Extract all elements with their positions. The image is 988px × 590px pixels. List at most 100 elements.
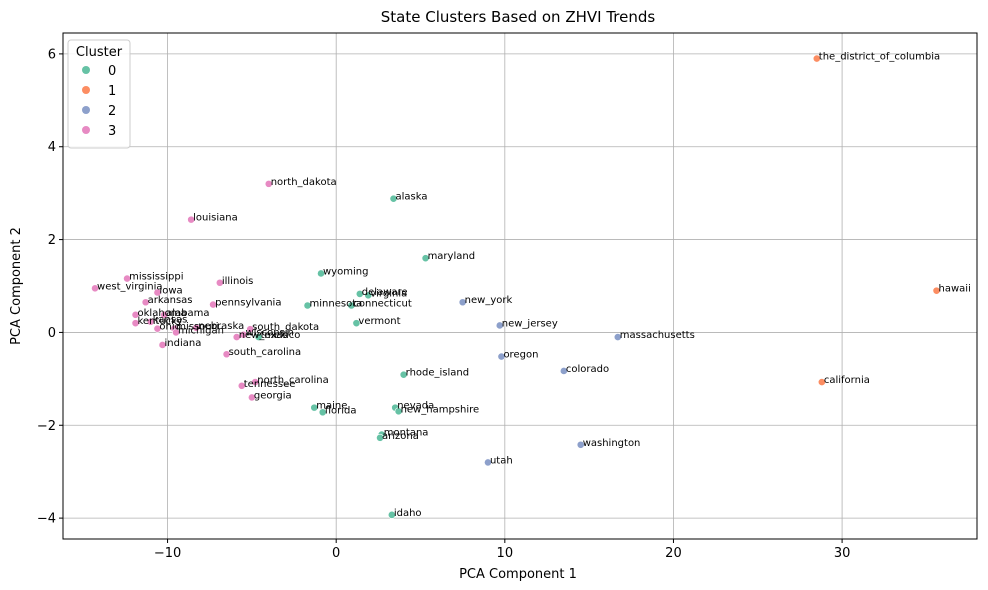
point-label-alaska: alaska	[396, 192, 428, 203]
data-point-virginia	[364, 291, 373, 300]
point-label-new_york: new_york	[465, 295, 513, 306]
legend-label-cluster-3: 3	[108, 124, 116, 139]
point-label-connecticut: connecticut	[353, 298, 411, 309]
data-point-north_carolina	[251, 378, 260, 386]
data-point-rhode_island	[399, 370, 408, 379]
data-point-illinois	[215, 278, 224, 287]
data-point-arkansas	[141, 298, 150, 307]
point-label-utah: utah	[490, 455, 513, 466]
data-point-georgia	[247, 393, 256, 402]
y-tick-label: −2	[37, 419, 56, 434]
point-label-maine: maine	[316, 401, 347, 412]
data-point-mississippi	[123, 274, 131, 283]
point-label-wyoming: wyoming	[323, 266, 368, 277]
point-label-texas: texas	[261, 330, 288, 341]
point-label-idaho: idaho	[394, 508, 422, 519]
y-tick-label: 2	[48, 233, 56, 248]
point-label-north_carolina: north_carolina	[257, 375, 328, 386]
point-label-michigan: michigan	[178, 325, 224, 336]
data-point-oklahoma	[131, 310, 140, 319]
data-point-nebraska	[192, 323, 201, 332]
data-point-texas	[254, 333, 263, 341]
legend-marker-cluster-1	[82, 86, 90, 94]
y-axis-label: PCA Component 2	[9, 227, 24, 345]
point-label-kentucky: kentucky	[138, 316, 183, 327]
data-points	[91, 54, 941, 519]
data-point-alaska	[389, 194, 398, 203]
data-point-the_district_of_columbia	[812, 54, 821, 63]
point-label-vermont: vermont	[358, 316, 400, 327]
data-point-indiana	[158, 341, 167, 349]
data-point-florida	[318, 408, 327, 417]
point-label-new_hampshire: new_hampshire	[401, 404, 480, 415]
legend-title: Cluster	[76, 45, 123, 60]
data-point-alabama	[160, 310, 169, 319]
data-point-pennsylvania	[209, 300, 217, 309]
data-point-kentucky	[131, 319, 140, 328]
point-label-alabama: alabama	[166, 308, 209, 319]
plot-frame	[62, 32, 978, 540]
point-label-mississippi: mississippi	[129, 272, 183, 283]
data-point-massachusetts	[613, 333, 622, 341]
data-point-north_dakota	[264, 179, 273, 188]
point-label-rhode_island: rhode_island	[406, 368, 469, 379]
point-label-montana: montana	[384, 428, 429, 439]
point-label-oregon: oregon	[503, 350, 538, 361]
point-label-arizona: arizona	[382, 431, 419, 442]
point-label-kansas: kansas	[153, 315, 188, 326]
data-point-south_carolina	[222, 350, 231, 359]
data-point-minnesota	[303, 301, 312, 310]
legend-entries: 0 1 2 3	[82, 64, 116, 139]
point-label-pennsylvania: pennsylvania	[215, 298, 281, 309]
data-point-south_dakota	[246, 325, 255, 334]
point-label-florida: florida	[325, 405, 357, 416]
data-point-new_jersey	[495, 321, 504, 330]
y-tick-label: 4	[48, 140, 56, 155]
legend-label-cluster-1: 1	[108, 84, 116, 99]
point-label-oklahoma: oklahoma	[138, 308, 187, 319]
data-point-iowa	[153, 288, 162, 297]
x-axis-label: PCA Component 1	[459, 567, 577, 582]
point-label-virginia: virginia	[370, 288, 407, 299]
data-point-idaho	[387, 510, 396, 519]
point-label-iowa: iowa	[159, 285, 182, 296]
legend-marker-cluster-0	[82, 66, 90, 74]
point-label-nevada: nevada	[397, 401, 434, 412]
data-point-michigan	[172, 328, 180, 337]
point-label-wisconsin: wisconsin	[245, 328, 293, 339]
legend: Cluster 0 1 2 3	[67, 39, 131, 149]
data-point-new_mexico	[232, 333, 241, 341]
data-point-maryland	[421, 254, 430, 263]
data-point-arizona	[376, 433, 384, 442]
point-label-west_virginia: west_virginia	[97, 281, 162, 292]
data-point-kansas	[146, 317, 155, 326]
x-axis-ticks: −10 0 10 20 30	[154, 539, 850, 561]
legend-marker-cluster-2	[82, 106, 90, 114]
point-label-north_dakota: north_dakota	[271, 177, 337, 188]
point-label-delaware: delaware	[362, 287, 408, 298]
point-label-tennessee: tennessee	[244, 379, 296, 390]
point-label-georgia: georgia	[254, 390, 292, 401]
point-label-washington: washington	[583, 438, 641, 449]
grid	[63, 33, 977, 539]
point-label-california: california	[824, 375, 870, 386]
data-point-ohio	[153, 324, 162, 333]
data-point-hawaii	[932, 286, 941, 295]
point-label-nebraska: nebraska	[198, 321, 244, 332]
x-tick-label: 0	[332, 546, 340, 561]
point-label-arkansas: arkansas	[148, 295, 193, 306]
point-label-south_carolina: south_carolina	[229, 347, 302, 358]
data-point-utah	[484, 458, 492, 467]
point-label-maryland: maryland	[428, 251, 476, 262]
point-label-new_mexico: new_mexico	[239, 330, 301, 341]
data-point-california	[817, 378, 826, 386]
point-label-missouri: missouri	[176, 322, 218, 333]
point-label-massachusetts: massachusetts	[620, 330, 695, 341]
legend-label-cluster-2: 2	[108, 104, 116, 119]
data-point-wyoming	[317, 269, 325, 278]
y-tick-label: −4	[37, 512, 56, 527]
x-tick-label: 20	[665, 546, 682, 561]
